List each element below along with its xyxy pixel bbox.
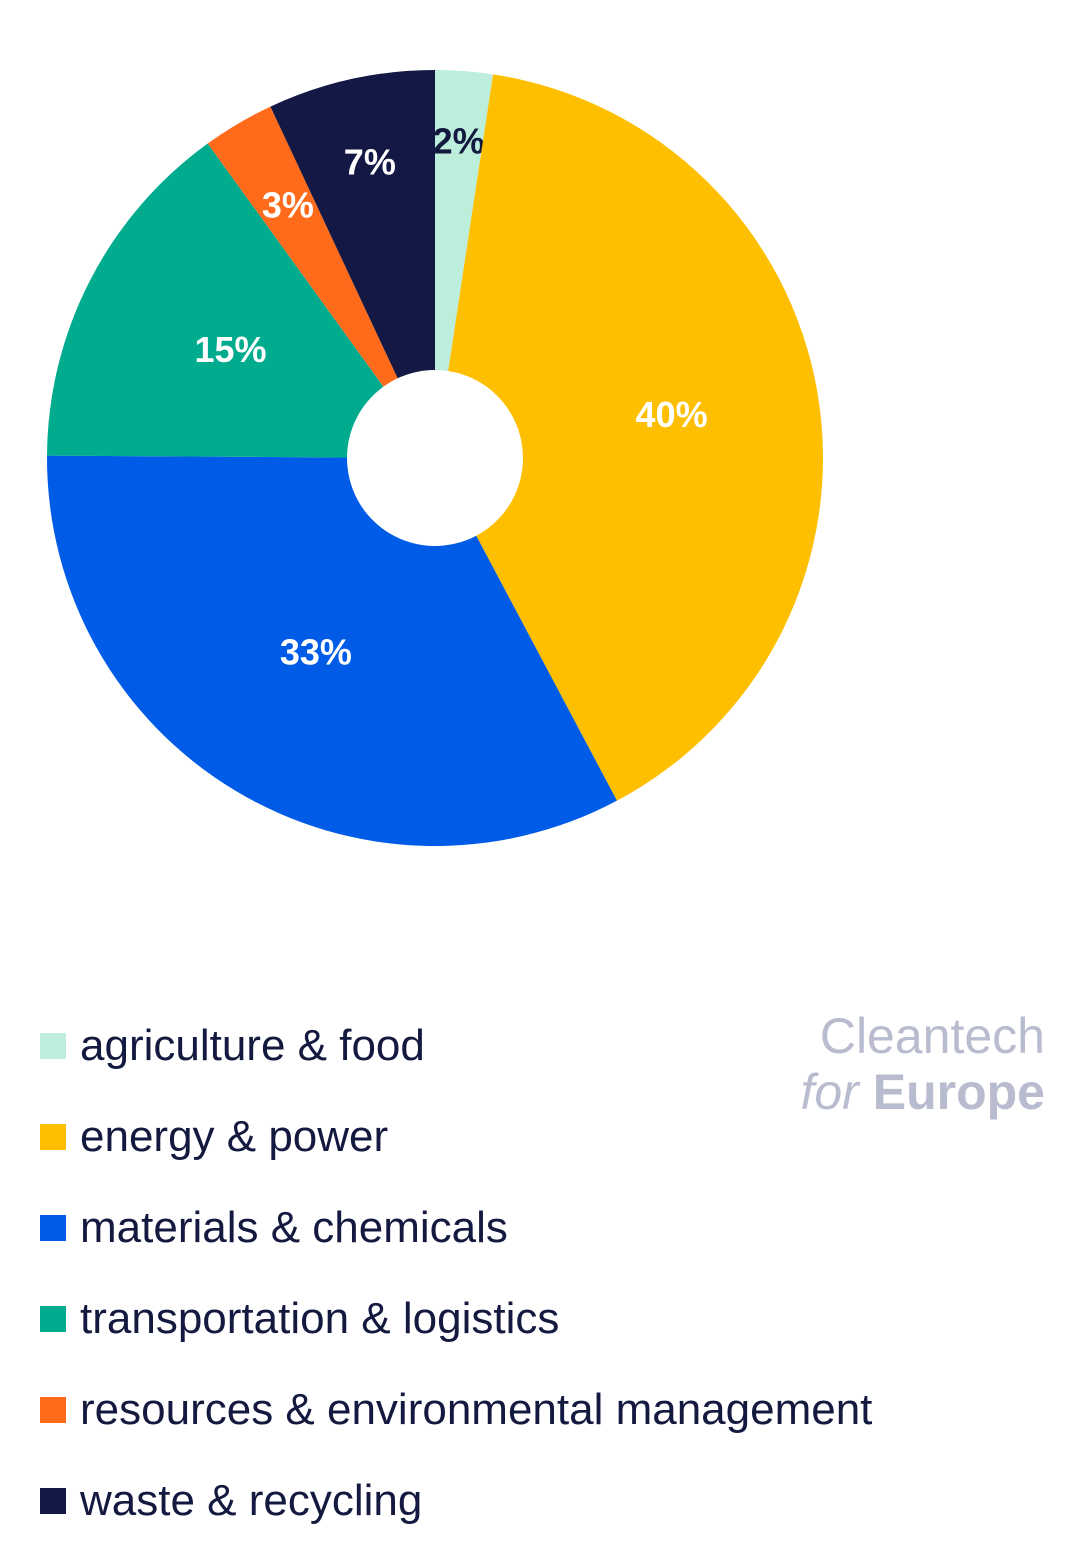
donut-chart: 2% 40% 33% 15% 3% 7% [46, 70, 823, 846]
legend-label: resources & environmental management [80, 1384, 873, 1434]
legend-swatch [40, 1305, 66, 1332]
logo-line-cleantech: Cleantech [819, 1008, 1045, 1064]
legend-label: energy & power [80, 1111, 389, 1161]
legend-swatch [40, 1214, 66, 1241]
slice-energy-power [448, 74, 823, 801]
slice-label: 7% [344, 142, 396, 183]
legend-item-agriculture-food: agriculture & food [40, 1000, 872, 1091]
slice-materials-chemicals [46, 455, 617, 846]
chart-legend: agriculture & food energy & power materi… [40, 1000, 872, 1546]
legend-label: materials & chemicals [80, 1202, 508, 1252]
legend-swatch [40, 1032, 66, 1059]
legend-item-transportation-logistics: transportation & logistics [40, 1273, 872, 1364]
cleantech-for-europe-logo: Cleantech for Europe [800, 1008, 1045, 1120]
slice-transportation-logistics [47, 143, 384, 458]
logo-word-europe: Europe [872, 1064, 1045, 1120]
legend-label: agriculture & food [80, 1020, 425, 1070]
legend-label: transportation & logistics [80, 1293, 560, 1343]
legend-item-energy-power: energy & power [40, 1091, 872, 1182]
legend-item-resources-environmental-management: resources & environmental management [40, 1364, 872, 1455]
legend-swatch [40, 1487, 66, 1514]
legend-item-materials-chemicals: materials & chemicals [40, 1182, 872, 1273]
legend-swatch [40, 1123, 66, 1150]
slice-agriculture-food [435, 70, 494, 371]
slice-resources-environmental-management [207, 106, 398, 387]
legend-item-waste-recycling: waste & recycling [40, 1455, 872, 1546]
legend-label: waste & recycling [80, 1475, 423, 1525]
slice-label: 40% [636, 394, 708, 435]
legend-swatch [40, 1396, 66, 1423]
slice-label: 15% [194, 329, 266, 370]
slice-label: 33% [280, 631, 352, 672]
slice-label: 2% [433, 120, 485, 161]
slice-label: 3% [262, 185, 314, 226]
slice-waste-recycling [270, 70, 435, 379]
logo-line-for-europe: for Europe [800, 1064, 1045, 1120]
logo-word-for: for [800, 1064, 859, 1120]
